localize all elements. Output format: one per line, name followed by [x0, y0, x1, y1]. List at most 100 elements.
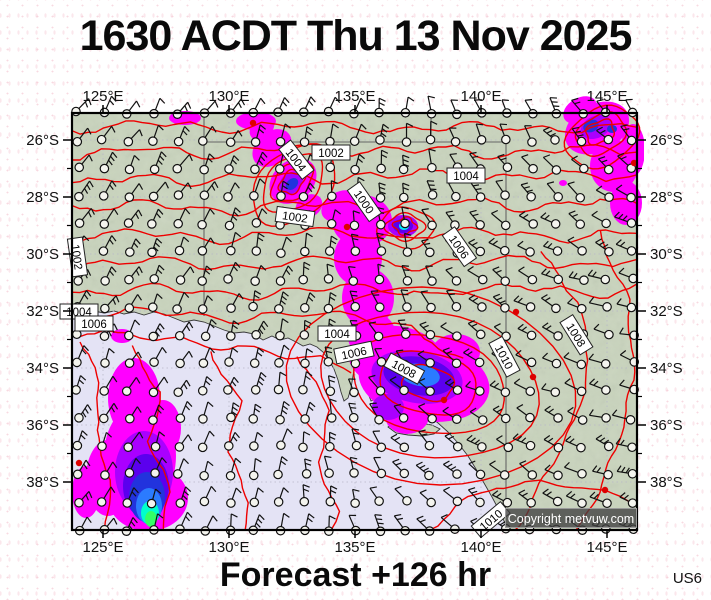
wind-barb	[226, 293, 244, 313]
svg-text:1002: 1002	[318, 148, 344, 160]
wind-barb	[401, 122, 414, 147]
wind-barb	[591, 210, 611, 229]
lon-label-bottom: 140°E	[460, 539, 501, 556]
wind-barb	[567, 297, 587, 314]
wind-barb	[300, 232, 313, 257]
station-dot	[75, 459, 83, 467]
wind-barb	[197, 208, 215, 230]
forecast-label: Forecast +126 hr	[219, 556, 492, 594]
wind-barb	[249, 487, 264, 508]
wind-barb	[489, 460, 510, 480]
isobar-ring	[391, 215, 419, 237]
lon-label-top: 145°E	[586, 88, 627, 105]
wind-barb	[370, 290, 385, 313]
wind-barb	[567, 406, 588, 425]
wind-barb	[276, 428, 293, 451]
wind-barb	[595, 434, 614, 452]
isobar	[72, 143, 637, 161]
wind-barb	[495, 179, 510, 200]
wind-barb	[300, 401, 316, 424]
wind-barb	[349, 456, 359, 478]
wind-barb	[465, 380, 485, 396]
wind-barb	[595, 238, 614, 257]
wind-barb	[492, 293, 510, 313]
wind-barb	[124, 266, 143, 285]
wind-barb	[197, 430, 215, 453]
wind-barb	[275, 318, 289, 341]
wind-barb	[298, 371, 313, 395]
lat-label-right: 30°S	[650, 246, 683, 263]
lat-label-left: 30°S	[26, 246, 59, 263]
wind-barb	[150, 457, 167, 478]
wind-barb	[563, 352, 587, 370]
lat-label-right: 32°S	[650, 303, 683, 320]
wind-barb	[325, 123, 339, 147]
wind-barb	[299, 484, 310, 507]
precip-area	[372, 394, 404, 420]
wind-barb	[420, 290, 436, 313]
wind-barb	[442, 347, 462, 369]
isobar	[71, 168, 638, 187]
wind-barb	[421, 238, 435, 258]
wind-barb	[175, 486, 192, 508]
wind-barb	[323, 455, 334, 479]
wind-barb	[568, 210, 586, 230]
wind-barb	[491, 209, 511, 231]
wind-barb	[592, 465, 613, 480]
wind-barb	[173, 182, 192, 200]
wind-barb	[249, 178, 266, 201]
wind-barb	[123, 129, 143, 147]
wind-barb	[301, 458, 312, 479]
wind-barb	[225, 457, 242, 481]
wind-barb	[100, 461, 118, 480]
wind-barb	[546, 181, 563, 202]
wind-barb	[326, 398, 337, 423]
wind-barb	[71, 375, 87, 395]
wind-barb	[488, 237, 510, 256]
wind-barb	[614, 211, 637, 228]
wind-barb	[541, 383, 561, 397]
wind-barb	[467, 487, 485, 508]
wind-barb	[568, 271, 589, 285]
wind-barb	[123, 431, 144, 452]
wind-barb	[596, 126, 614, 145]
wind-barb	[492, 405, 511, 424]
wind-barb	[347, 266, 359, 286]
wind-barb	[425, 265, 437, 286]
lat-label-right: 26°S	[650, 132, 683, 149]
wind-barb	[251, 208, 268, 228]
red-dots	[75, 119, 638, 494]
wind-barb	[324, 235, 338, 256]
wind-barb	[475, 123, 487, 145]
wind-barb	[99, 151, 118, 174]
wind-barb	[421, 208, 437, 231]
wind-barb	[400, 289, 412, 312]
wind-barb	[122, 487, 139, 508]
wind-barb	[544, 464, 563, 481]
wind-barb	[540, 212, 561, 229]
wind-barb	[588, 409, 611, 423]
wind-barb	[274, 344, 290, 368]
wind-barb	[149, 347, 167, 368]
wind-barb	[516, 404, 535, 423]
wind-barb	[617, 152, 637, 173]
wind-barb	[587, 269, 611, 285]
isobar-value-label: 1006	[74, 315, 114, 332]
wind-barb	[448, 127, 461, 147]
wind-barb	[491, 490, 513, 508]
wind-barb	[300, 348, 314, 369]
lon-label-top: 140°E	[460, 88, 501, 105]
wind-barb	[174, 321, 194, 341]
wind-barb	[419, 489, 436, 508]
wind-barb	[74, 404, 92, 423]
wind-barb	[443, 460, 462, 479]
wind-barb	[616, 465, 638, 479]
wind-barb	[440, 322, 462, 341]
wind-barb	[519, 460, 538, 480]
wind-barb	[492, 266, 511, 287]
wind-barb	[520, 182, 536, 202]
wind-barb	[593, 323, 614, 340]
wind-barb	[445, 267, 462, 286]
wind-barb	[369, 402, 384, 425]
